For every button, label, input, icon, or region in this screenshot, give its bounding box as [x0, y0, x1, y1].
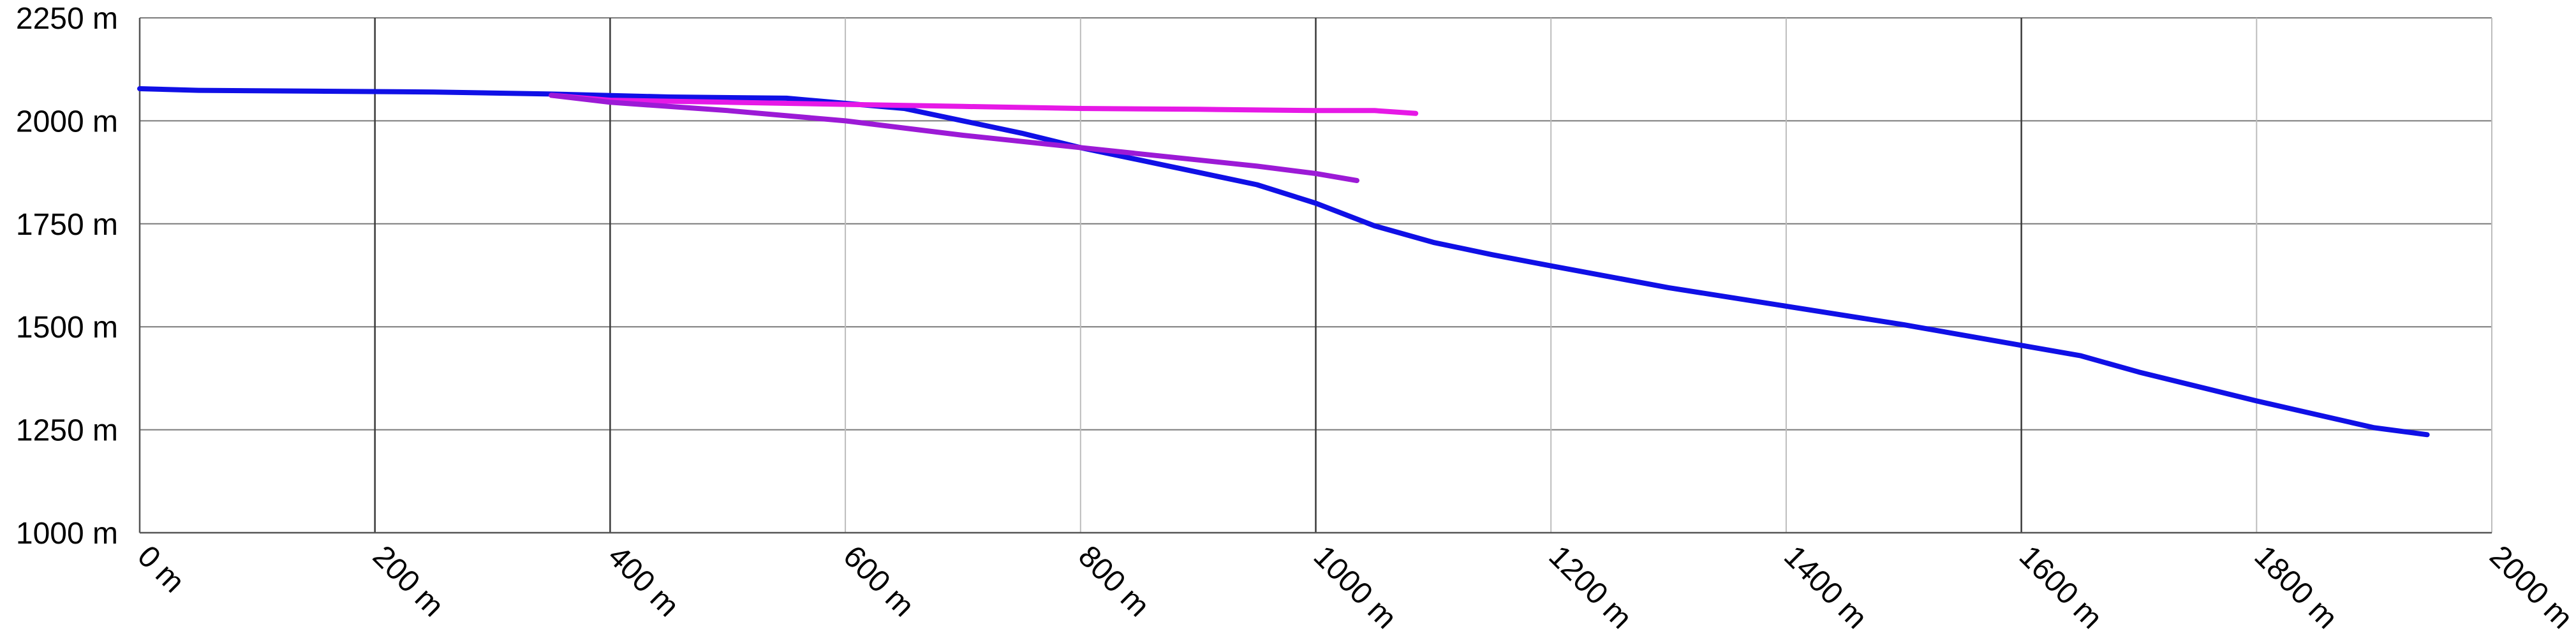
series-line-3	[549, 93, 1359, 183]
y-axis-tick-labels: 1000 m 1250 m 1500 m 1750 m 2000 m 2250 m	[16, 2, 118, 551]
x-tick-label: 0 m	[131, 539, 191, 599]
x-tick-label: 400 m	[602, 539, 686, 623]
x-tick-label: 1200 m	[1542, 539, 1638, 635]
x-tick-label: 600 m	[836, 539, 921, 623]
x-tick-label: 1600 m	[2013, 539, 2109, 635]
x-tick-label: 800 m	[1072, 539, 1156, 623]
grid-lines	[138, 17, 2492, 534]
x-tick-label: 1400 m	[1777, 539, 1874, 635]
x-axis-tick-labels: 0 m 200 m 400 m 600 m 800 m 1000 m 1200 m 1400 …	[131, 539, 2576, 635]
x-tick-label: 1800 m	[2248, 539, 2344, 635]
series-line-1	[137, 86, 2430, 438]
series-lines	[137, 86, 2430, 438]
y-tick-label: 1500 m	[16, 311, 118, 345]
series-line-2	[549, 93, 1419, 116]
y-tick-label: 2000 m	[16, 105, 118, 138]
y-tick-label: 1250 m	[16, 414, 118, 448]
y-tick-label: 1000 m	[16, 517, 118, 551]
y-tick-label: 1750 m	[16, 208, 118, 242]
x-tick-label: 200 m	[366, 539, 450, 623]
y-tick-label: 2250 m	[16, 2, 118, 36]
x-tick-label: 2000 m	[2483, 539, 2576, 635]
x-tick-label: 1000 m	[1307, 539, 1403, 635]
